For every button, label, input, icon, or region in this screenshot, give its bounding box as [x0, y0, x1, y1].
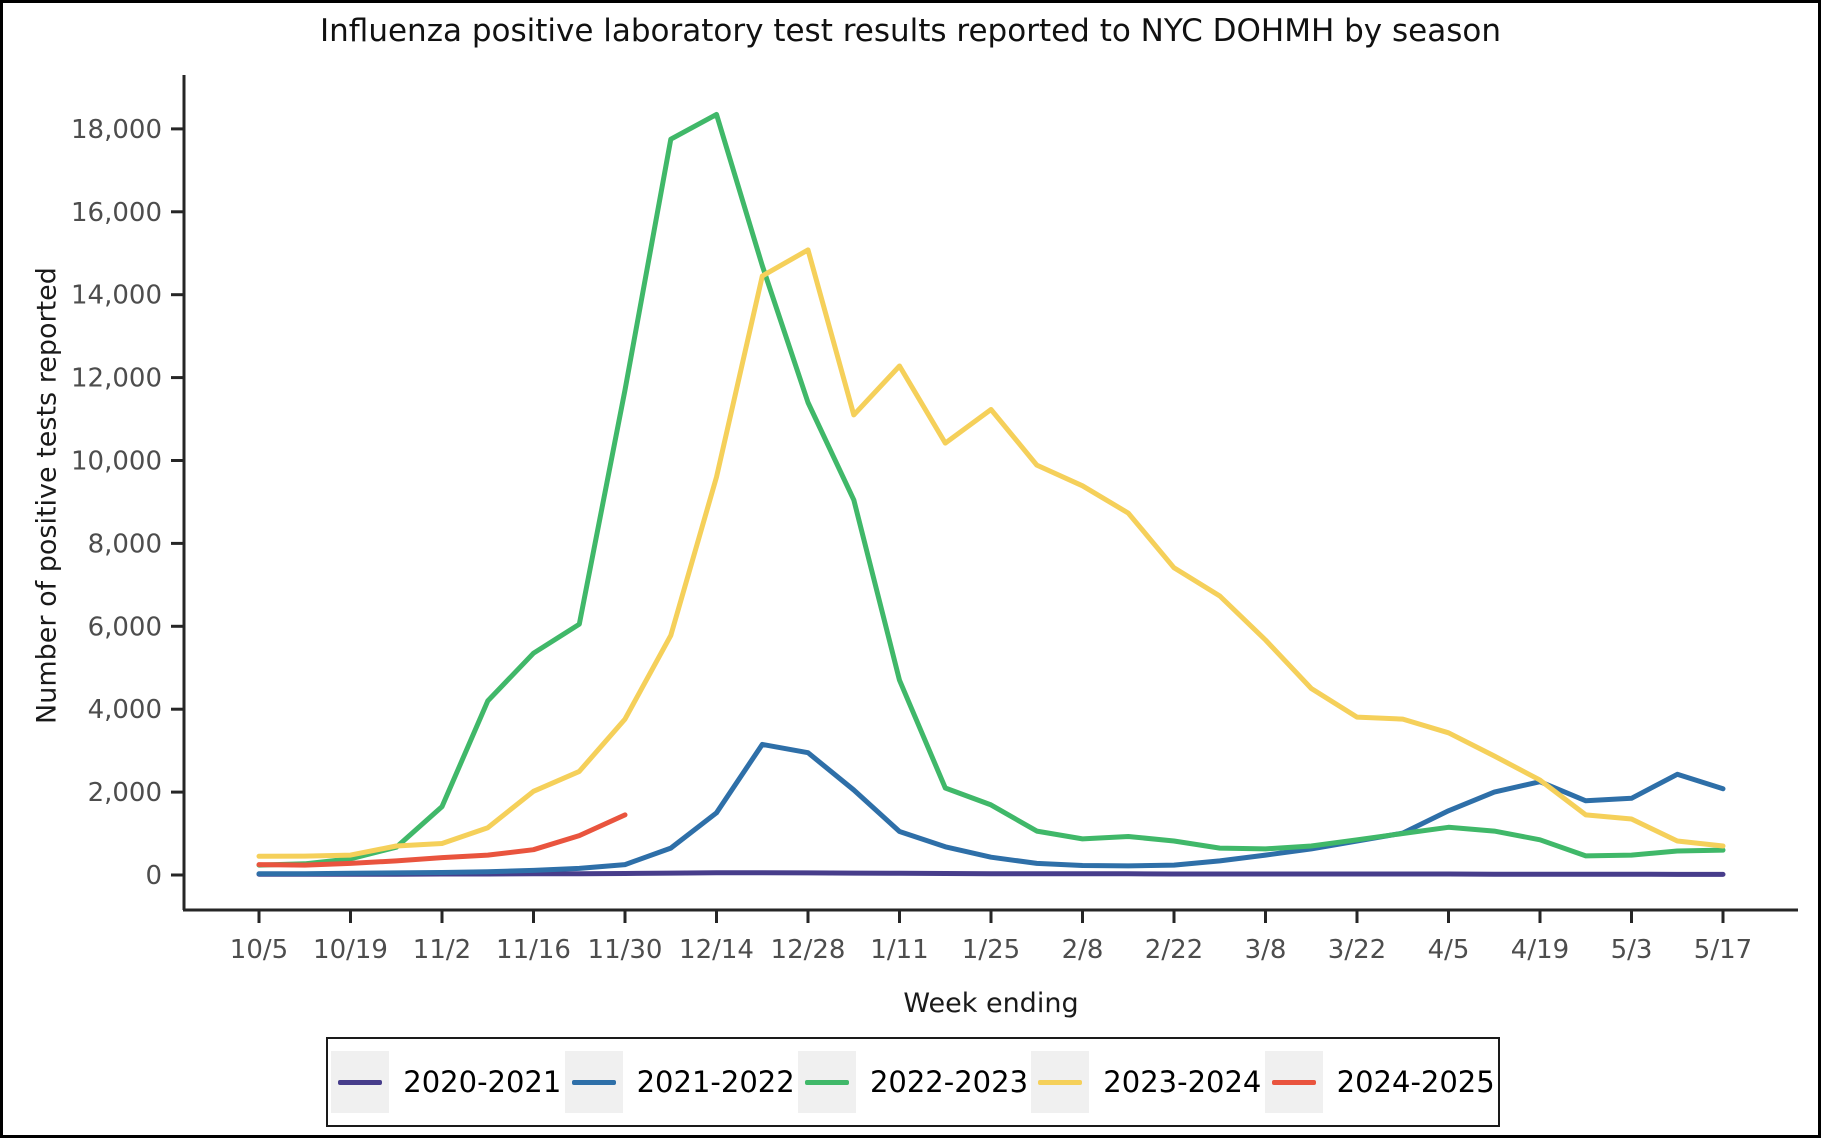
legend-label-2023-2024: 2023-2024	[1103, 1065, 1262, 1099]
x-axis-label: Week ending	[903, 988, 1079, 1019]
x-tick-label: 4/19	[1511, 935, 1569, 965]
y-tick-label: 4,000	[88, 695, 162, 725]
y-tick-label: 12,000	[71, 364, 162, 394]
legend-key-2024-2025	[1264, 1051, 1323, 1113]
legend-label-2021-2022: 2021-2022	[636, 1065, 795, 1099]
series-line-2023-2024	[256, 247, 1726, 859]
legend-item-2021-2022: 2021-2022	[564, 1051, 795, 1113]
legend-key-2020-2021	[331, 1051, 390, 1113]
x-tick-label: 2/8	[1062, 935, 1104, 965]
y-tick-label: 16,000	[71, 198, 162, 228]
legend-key-2023-2024	[1031, 1051, 1090, 1113]
x-tick-label: 4/5	[1428, 935, 1470, 965]
x-tick-label: 5/3	[1611, 935, 1653, 965]
legend-swatch-2021-2022	[571, 1079, 616, 1085]
legend-item-2023-2024: 2023-2024	[1031, 1051, 1261, 1113]
legend: 2020-2021 2021-2022 2022-2023 2023-2024 2024…	[326, 1037, 1500, 1127]
legend-swatch-2020-2021	[338, 1079, 383, 1085]
x-tick-label: 1/11	[870, 935, 928, 965]
y-tick-label: 8,000	[88, 529, 162, 559]
y-tick-label: 0	[145, 861, 162, 891]
x-tick-label: 3/8	[1245, 935, 1287, 965]
legend-item-2022-2023: 2022-2023	[797, 1051, 1029, 1113]
series-line-2022-2023	[256, 111, 1726, 868]
y-tick-label: 18,000	[71, 115, 162, 145]
legend-swatch-2023-2024	[1038, 1079, 1083, 1085]
chart-title: Influenza positive laboratory test resul…	[320, 13, 1501, 49]
x-tick-label: 3/22	[1328, 935, 1386, 965]
x-tick-label: 12/14	[679, 935, 754, 965]
x-tick-label: 2/22	[1145, 935, 1203, 965]
legend-swatch-2024-2025	[1271, 1079, 1316, 1085]
legend-label-2024-2025: 2024-2025	[1336, 1065, 1495, 1099]
series-line-2024-2025	[256, 812, 628, 868]
series-line-2020-2021	[256, 870, 1726, 877]
legend-item-2020-2021: 2020-2021	[331, 1051, 561, 1113]
x-tick-label: 11/30	[588, 935, 663, 965]
x-tick-label: 10/5	[230, 935, 288, 965]
y-axis-label: Number of positive tests reported	[31, 267, 63, 724]
x-tick-label: 11/16	[496, 935, 571, 965]
legend-label-2020-2021: 2020-2021	[403, 1065, 562, 1099]
y-tick-label: 6,000	[88, 612, 162, 642]
y-tick-label: 2,000	[88, 778, 162, 808]
line-chart-plot: 0 2,000 4,000 6,000 8,000 10,000 12,000 14,000 1…	[71, 75, 1798, 965]
x-tick-label: 12/28	[771, 935, 846, 965]
x-tick-label: 1/25	[962, 935, 1020, 965]
y-tick-label: 14,000	[71, 281, 162, 311]
legend-key-2021-2022	[564, 1051, 623, 1113]
series-line-2021-2022	[256, 741, 1726, 877]
y-tick-label: 10,000	[71, 446, 162, 476]
x-tick-label: 11/2	[413, 935, 471, 965]
x-tick-label: 10/19	[313, 935, 388, 965]
x-tick-label: 5/17	[1694, 935, 1752, 965]
legend-label-2022-2023: 2022-2023	[869, 1065, 1029, 1099]
legend-swatch-2022-2023	[804, 1079, 849, 1085]
legend-item-2024-2025: 2024-2025	[1264, 1051, 1495, 1113]
legend-key-2022-2023	[797, 1051, 856, 1113]
